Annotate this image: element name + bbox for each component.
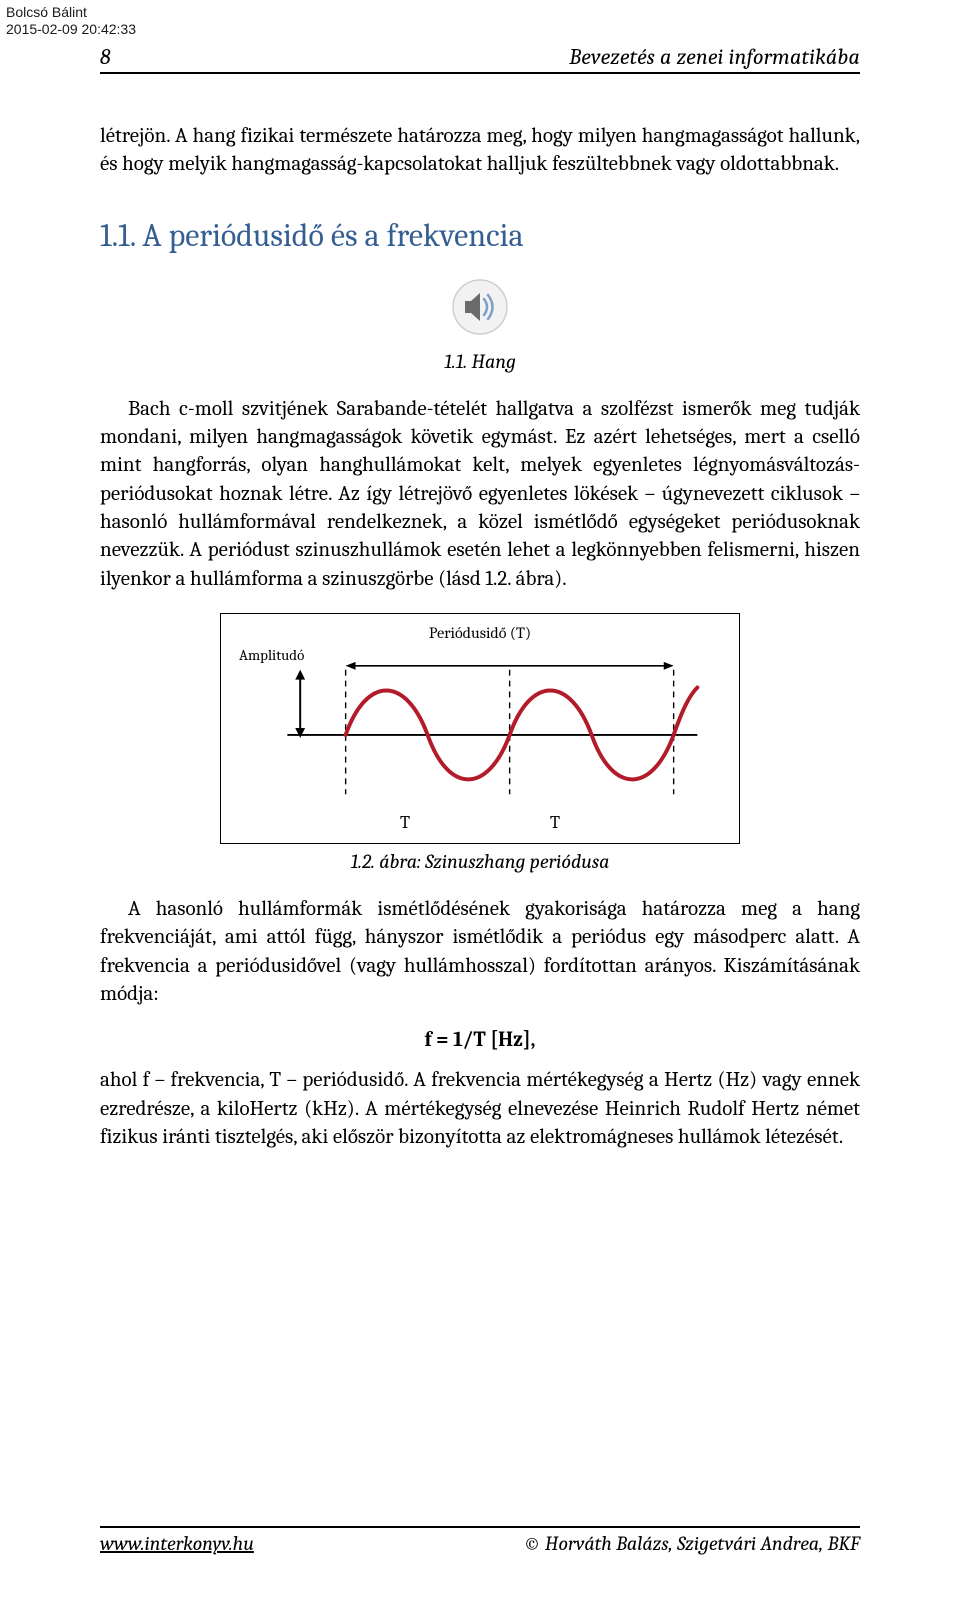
paragraph-1: létrejön. A hang fizikai természete hatá…: [100, 122, 860, 179]
sine-wave-diagram: [233, 648, 727, 816]
watermark: Bolcsó Bálint 2015-02-09 20:42:33: [6, 4, 136, 38]
figure-T-labels: T T: [233, 812, 727, 833]
page-footer: www.interkonyv.hu © Horváth Balázs, Szig…: [100, 1526, 860, 1555]
watermark-name: Bolcsó Bálint: [6, 4, 136, 21]
formula: f = 1/T [Hz],: [100, 1028, 860, 1052]
running-title: Bevezetés a zenei informatikába: [569, 44, 860, 70]
speaker-icon: [451, 278, 509, 336]
watermark-timestamp: 2015-02-09 20:42:33: [6, 21, 136, 38]
paragraph-3: A hasonló hullámformák ismétlődésének gy…: [100, 895, 860, 1008]
section-heading: 1.1. A periódusidő és a frekvencia: [100, 217, 860, 254]
caption-hang: 1.1. Hang: [100, 350, 860, 373]
figure-period-label: Periódusidő (T): [233, 624, 727, 642]
figure-T-right: T: [550, 812, 560, 833]
paragraph-4: ahol f – frekvencia, T – periódusidő. A …: [100, 1066, 860, 1151]
page-body: létrejön. A hang fizikai természete hatá…: [100, 74, 860, 1151]
footer-copyright: © Horváth Balázs, Szigetvári Andrea, BKF: [523, 1532, 860, 1555]
page-header: 8 Bevezetés a zenei informatikába: [100, 0, 860, 74]
page-number: 8: [100, 44, 111, 70]
figure-T-left: T: [400, 812, 410, 833]
figure-1-2: Periódusidő (T) Amplitudó: [220, 613, 740, 844]
paragraph-2: Bach c-moll szvitjének Sarabande-tételét…: [100, 395, 860, 593]
footer-url: www.interkonyv.hu: [100, 1532, 254, 1555]
page: Bolcsó Bálint 2015-02-09 20:42:33 8 Beve…: [0, 0, 960, 1599]
caption-fig-1-2: 1.2. ábra: Szinuszhang periódusa: [100, 850, 860, 873]
